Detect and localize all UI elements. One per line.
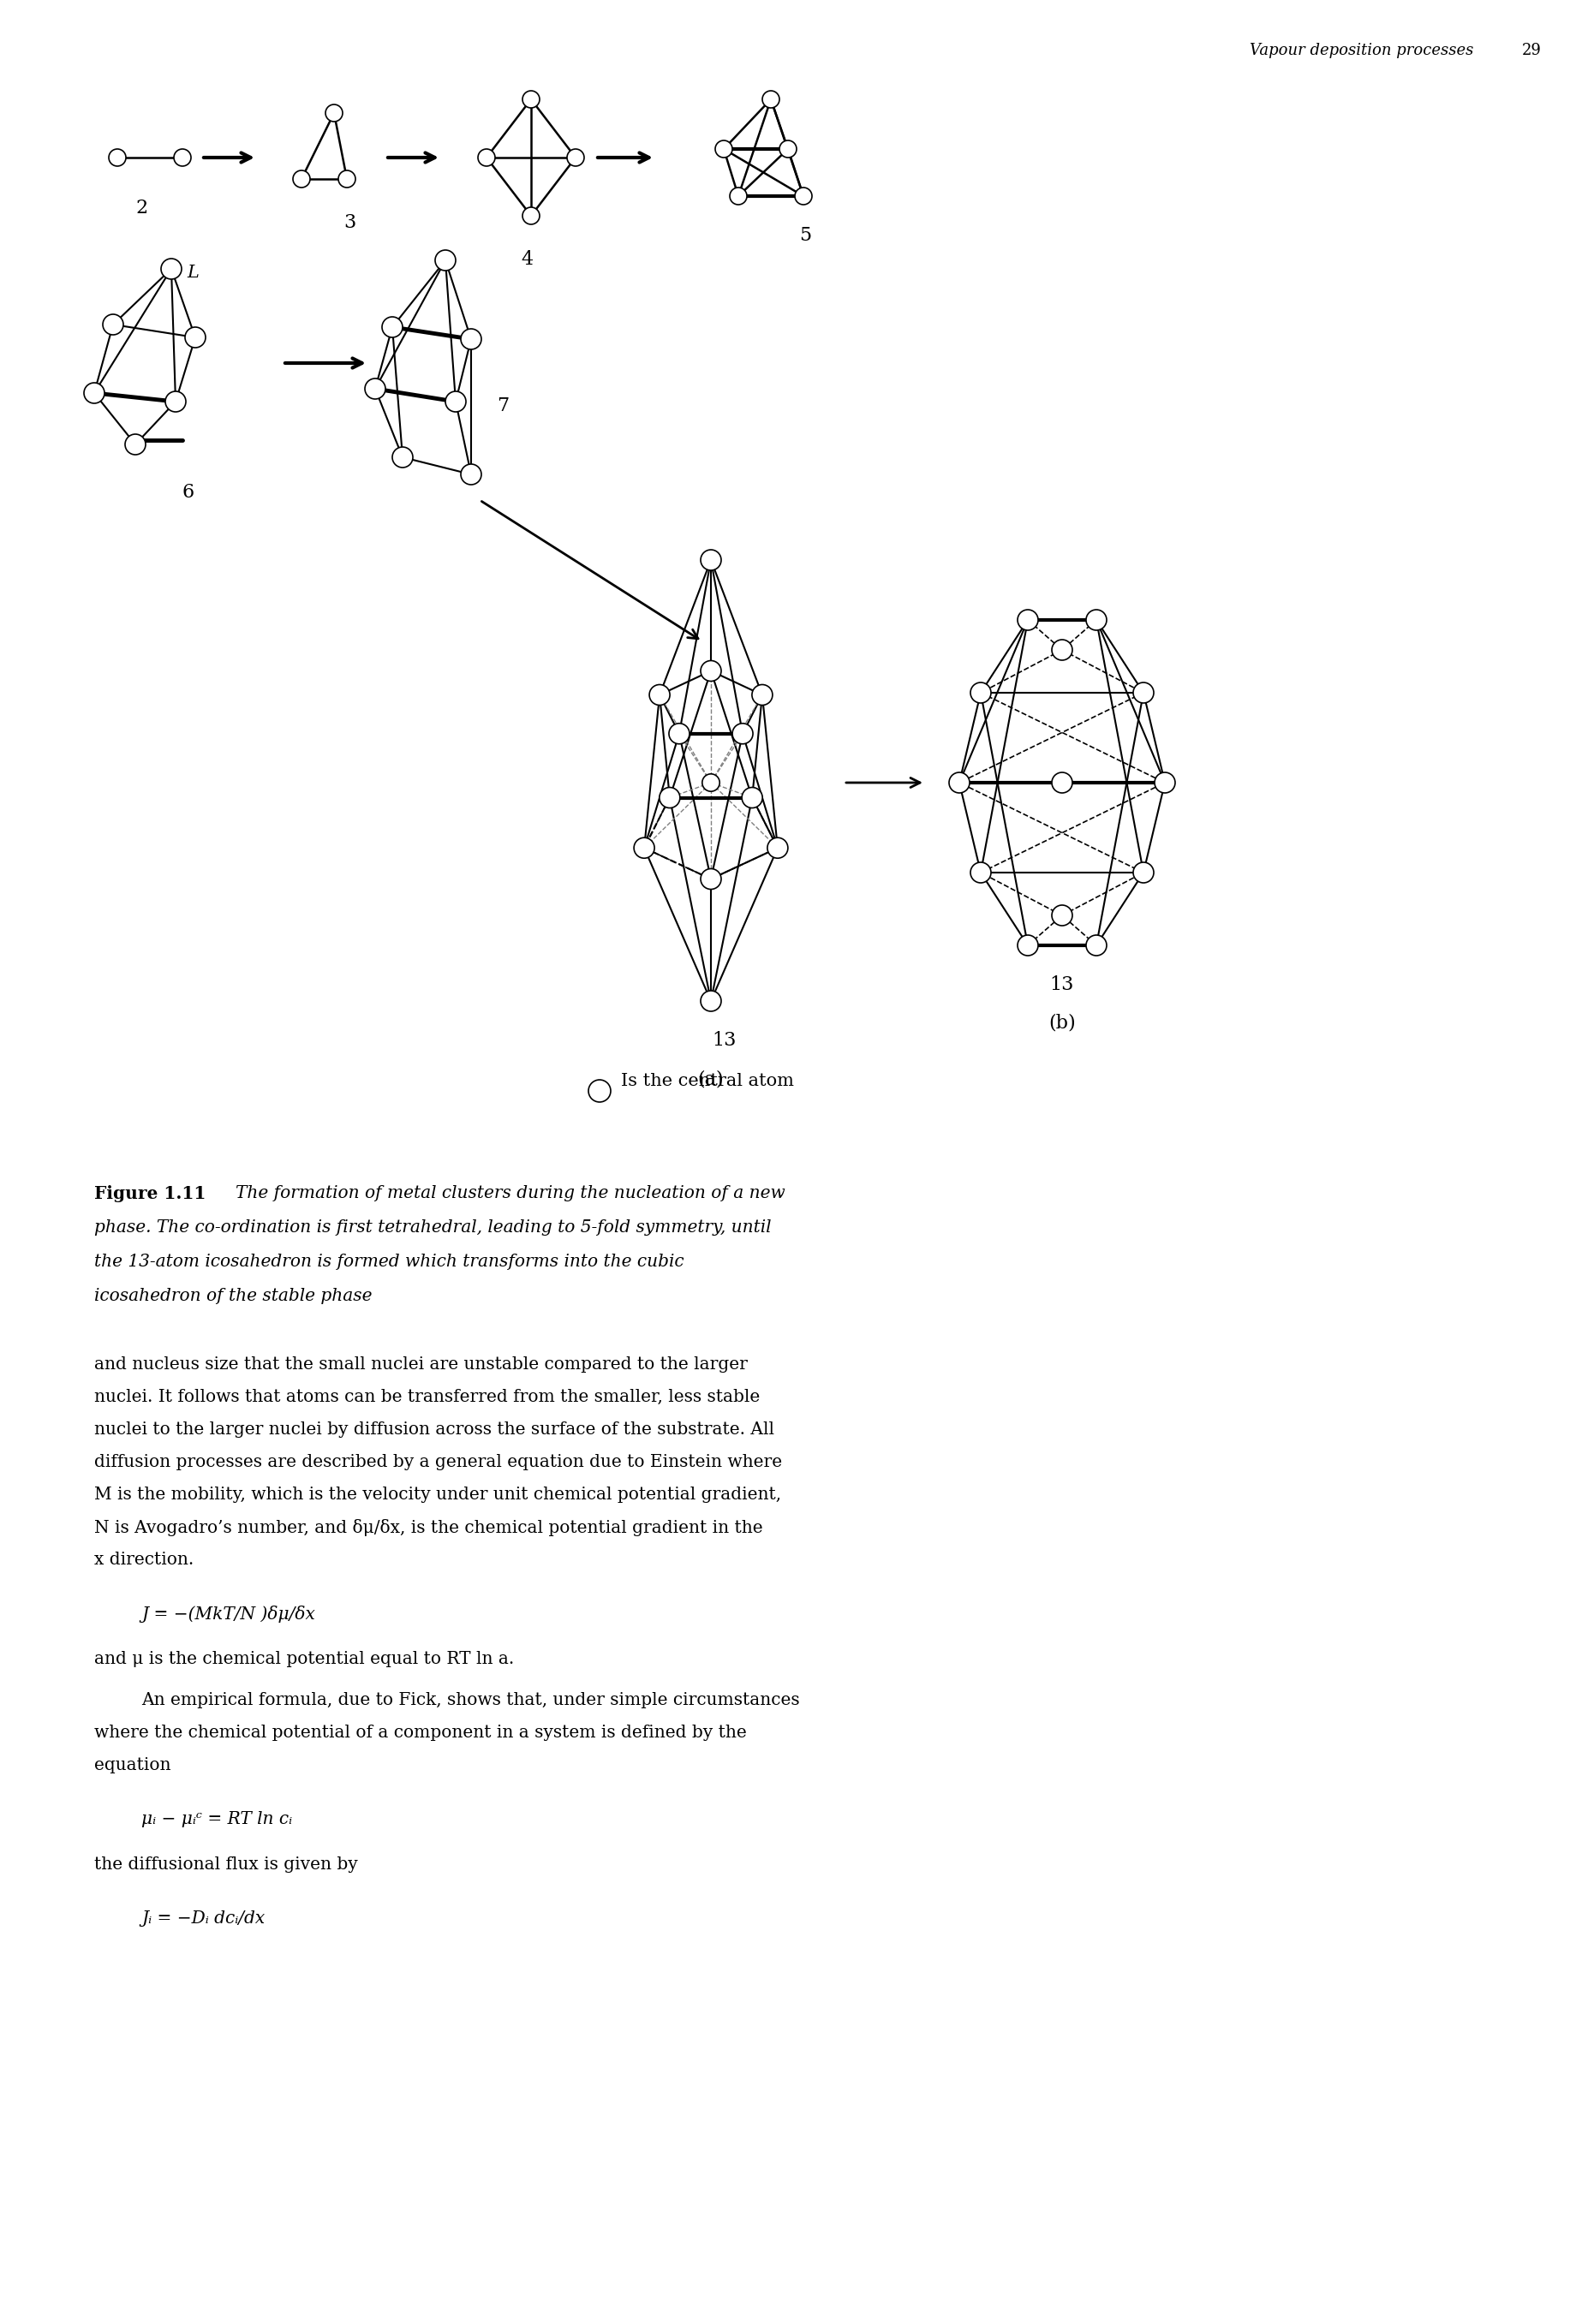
Text: 13: 13 — [711, 1032, 736, 1050]
Text: The formation of metal clusters during the nucleation of a new: The formation of metal clusters during t… — [236, 1185, 786, 1202]
Circle shape — [567, 149, 583, 165]
Circle shape — [701, 551, 720, 569]
Circle shape — [971, 862, 991, 883]
Circle shape — [948, 772, 969, 792]
Text: 4: 4 — [521, 251, 532, 270]
Circle shape — [669, 723, 690, 744]
Circle shape — [701, 990, 720, 1011]
Text: M is the mobility, which is the velocity under unit chemical potential gradient,: M is the mobility, which is the velocity… — [94, 1487, 781, 1504]
Circle shape — [523, 207, 540, 225]
Circle shape — [108, 149, 126, 165]
Text: L: L — [186, 265, 199, 281]
Circle shape — [1052, 772, 1073, 792]
Circle shape — [1052, 639, 1073, 660]
Circle shape — [660, 788, 681, 809]
Circle shape — [84, 383, 105, 404]
Circle shape — [703, 774, 719, 792]
Circle shape — [478, 149, 496, 165]
Circle shape — [365, 379, 386, 400]
Circle shape — [767, 837, 787, 858]
Circle shape — [392, 446, 413, 467]
Circle shape — [445, 390, 465, 411]
Circle shape — [161, 258, 182, 279]
Circle shape — [461, 465, 481, 486]
Circle shape — [1086, 609, 1106, 630]
Text: the diffusional flux is given by: the diffusional flux is given by — [94, 1857, 357, 1873]
Circle shape — [762, 91, 779, 107]
Text: nuclei. It follows that atoms can be transferred from the smaller, less stable: nuclei. It follows that atoms can be tra… — [94, 1390, 760, 1406]
Circle shape — [795, 188, 811, 205]
Circle shape — [732, 723, 752, 744]
Text: Jᵢ = −Dᵢ dcᵢ/dx: Jᵢ = −Dᵢ dcᵢ/dx — [142, 1910, 265, 1927]
Text: (a): (a) — [698, 1069, 724, 1088]
Circle shape — [1154, 772, 1175, 792]
Circle shape — [174, 149, 191, 165]
Circle shape — [752, 686, 773, 704]
Circle shape — [338, 170, 355, 188]
Circle shape — [461, 328, 481, 349]
Text: nuclei to the larger nuclei by diffusion across the surface of the substrate. Al: nuclei to the larger nuclei by diffusion… — [94, 1422, 775, 1439]
Circle shape — [102, 314, 123, 335]
Text: diffusion processes are described by a general equation due to Einstein where: diffusion processes are described by a g… — [94, 1455, 783, 1471]
Circle shape — [971, 683, 991, 704]
Text: icosahedron of the stable phase: icosahedron of the stable phase — [94, 1287, 371, 1304]
Circle shape — [1017, 609, 1038, 630]
Text: 13: 13 — [1050, 976, 1074, 995]
Circle shape — [325, 105, 343, 121]
Text: phase. The co-ordination is first tetrahedral, leading to 5-fold symmetry, until: phase. The co-ordination is first tetrah… — [94, 1220, 771, 1236]
Text: 5: 5 — [799, 225, 811, 244]
Text: (b): (b) — [1049, 1013, 1076, 1032]
Circle shape — [523, 91, 540, 107]
Circle shape — [701, 869, 720, 890]
Circle shape — [383, 316, 403, 337]
Circle shape — [741, 788, 762, 809]
Text: 29: 29 — [1522, 42, 1541, 58]
Circle shape — [435, 251, 456, 270]
Text: 2: 2 — [135, 198, 147, 218]
Text: μᵢ − μᵢᶜ = RT ln cᵢ: μᵢ − μᵢᶜ = RT ln cᵢ — [142, 1810, 292, 1827]
Circle shape — [649, 686, 669, 704]
Text: Is the central atom: Is the central atom — [622, 1071, 794, 1088]
Text: where the chemical potential of a component in a system is defined by the: where the chemical potential of a compon… — [94, 1724, 746, 1741]
Text: N is Avogadro’s number, and δμ/δx, is the chemical potential gradient in the: N is Avogadro’s number, and δμ/δx, is th… — [94, 1520, 764, 1536]
Circle shape — [1133, 683, 1154, 704]
Circle shape — [1086, 934, 1106, 955]
Circle shape — [701, 660, 720, 681]
Text: 6: 6 — [182, 483, 194, 502]
Text: the 13-atom icosahedron is formed which transforms into the cubic: the 13-atom icosahedron is formed which … — [94, 1253, 684, 1269]
Text: equation: equation — [94, 1757, 171, 1773]
Circle shape — [1017, 934, 1038, 955]
Text: J = −(MkT/N )δμ/δx: J = −(MkT/N )δμ/δx — [142, 1606, 316, 1622]
Text: 7: 7 — [497, 397, 508, 416]
Circle shape — [124, 435, 145, 456]
Circle shape — [185, 328, 206, 349]
Circle shape — [588, 1081, 611, 1102]
Text: 3: 3 — [343, 214, 355, 232]
Circle shape — [716, 139, 732, 158]
Text: An empirical formula, due to Fick, shows that, under simple circumstances: An empirical formula, due to Fick, shows… — [142, 1692, 800, 1708]
Circle shape — [293, 170, 311, 188]
Text: Vapour deposition processes: Vapour deposition processes — [1250, 42, 1473, 58]
Text: Figure 1.11: Figure 1.11 — [94, 1185, 206, 1202]
Text: and nucleus size that the small nuclei are unstable compared to the larger: and nucleus size that the small nuclei a… — [94, 1357, 748, 1373]
Circle shape — [634, 837, 655, 858]
Circle shape — [1133, 862, 1154, 883]
Circle shape — [166, 390, 186, 411]
Circle shape — [730, 188, 748, 205]
Text: x direction.: x direction. — [94, 1552, 194, 1569]
Circle shape — [1052, 904, 1073, 925]
Text: and μ is the chemical potential equal to RT ln a.: and μ is the chemical potential equal to… — [94, 1650, 515, 1666]
Circle shape — [779, 139, 797, 158]
